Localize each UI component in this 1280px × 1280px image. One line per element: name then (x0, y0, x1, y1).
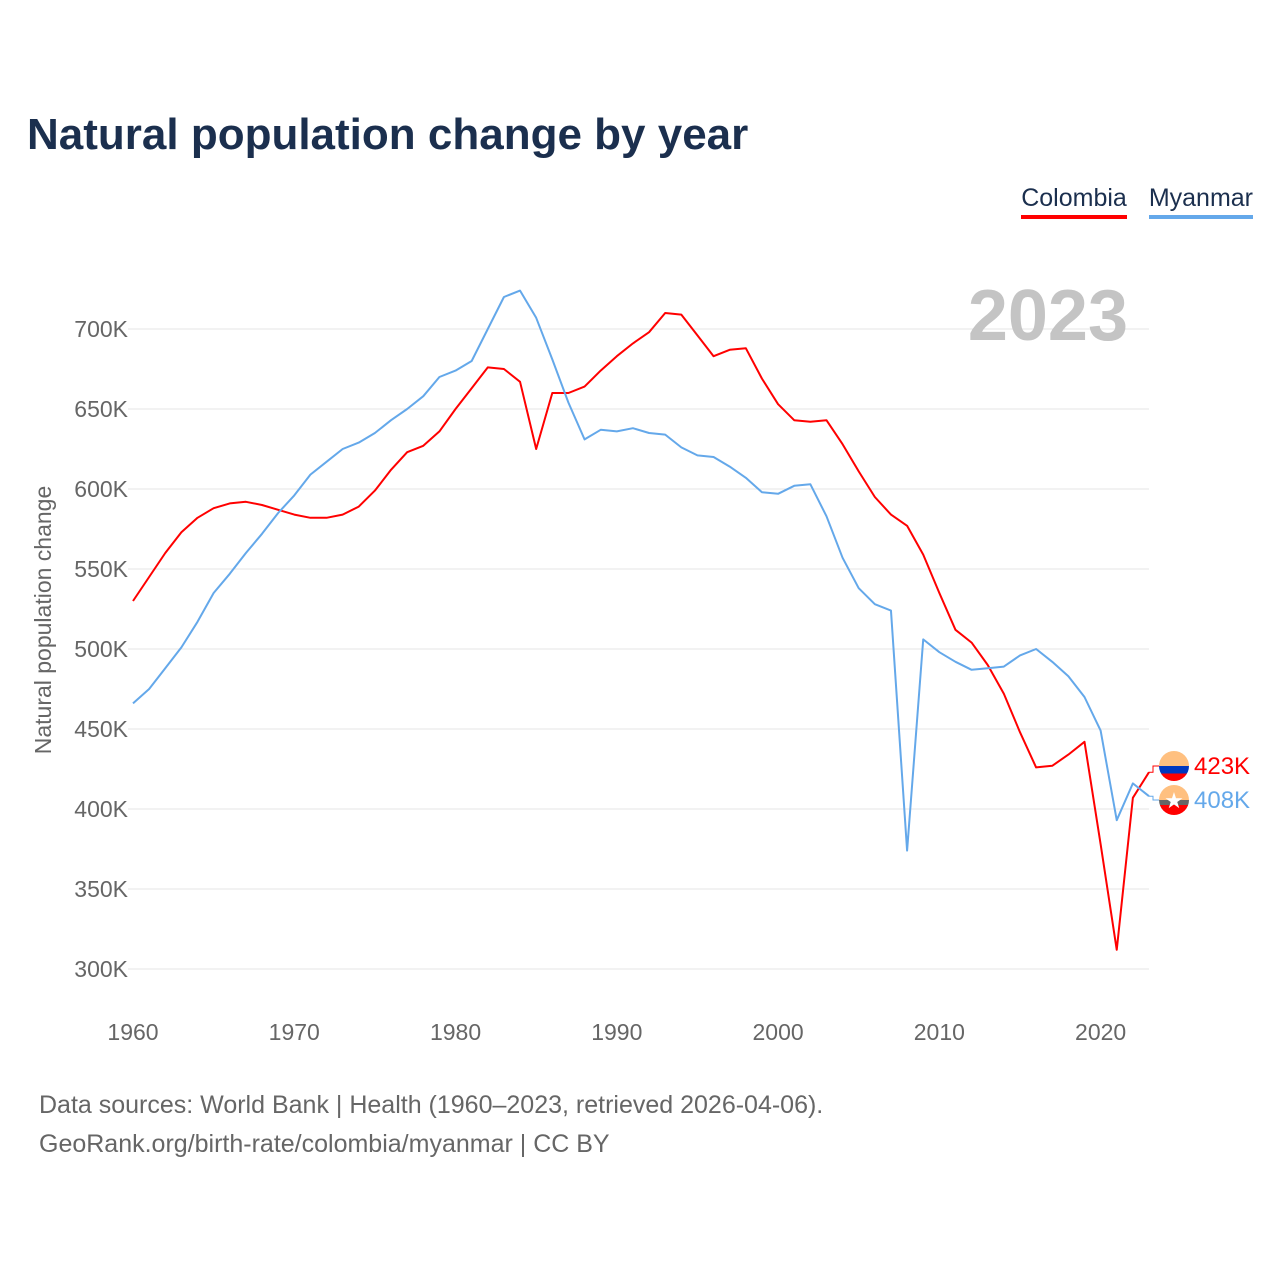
y-tick-label: 400K (74, 796, 128, 822)
legend: Colombia Myanmar (1021, 184, 1253, 219)
year-watermark: 2023 (968, 276, 1128, 356)
x-tick-label: 1990 (591, 1019, 642, 1045)
flag-icon-myanmar: ★ (1159, 785, 1189, 815)
x-tick-label: 1970 (269, 1019, 320, 1045)
y-tick-label: 600K (74, 476, 128, 502)
legend-item-colombia[interactable]: Colombia (1021, 184, 1127, 219)
legend-item-myanmar[interactable]: Myanmar (1148, 184, 1253, 219)
y-tick-label: 700K (74, 316, 128, 342)
flag-icon-colombia (1159, 751, 1189, 781)
source-link[interactable]: GeoRank.org/birth-rate/colombia/myanmar … (39, 1130, 610, 1158)
end-value-label: 423K (1194, 753, 1250, 780)
end-value-label: 408K (1194, 787, 1250, 814)
y-axis-label: Natural population change (30, 486, 56, 755)
y-tick-label: 500K (74, 636, 128, 662)
y-tick-label: 450K (74, 716, 128, 742)
series-line-myanmar (132, 289, 1150, 852)
y-tick-label: 350K (74, 876, 128, 902)
x-tick-label: 2000 (752, 1019, 803, 1045)
end-connector (1149, 765, 1160, 773)
x-tick-label: 2020 (1075, 1019, 1126, 1045)
x-tick-label: 2010 (914, 1019, 965, 1045)
data-source-text: Data sources: World Bank | Health (1960–… (39, 1091, 824, 1119)
x-tick-label: 1980 (430, 1019, 481, 1045)
footer: Data sources: World Bank | Health (1960–… (39, 1086, 823, 1164)
y-tick-label: 300K (74, 956, 128, 982)
y-tick-label: 550K (74, 556, 128, 582)
star-icon: ★ (1164, 789, 1184, 814)
series-line-colombia (132, 312, 1150, 951)
end-connector (1149, 795, 1160, 801)
y-tick-label: 650K (74, 396, 128, 422)
chart-title: Natural population change by year (27, 110, 749, 159)
x-tick-label: 1960 (107, 1019, 158, 1045)
